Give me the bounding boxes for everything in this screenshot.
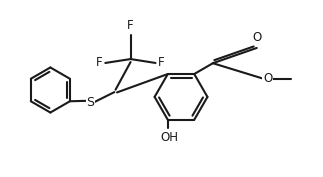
Text: F: F	[158, 56, 164, 69]
Text: F: F	[127, 19, 134, 32]
Text: S: S	[86, 96, 94, 109]
Text: F: F	[96, 56, 103, 69]
Text: O: O	[252, 31, 261, 44]
Text: O: O	[263, 72, 272, 85]
Text: OH: OH	[161, 131, 179, 144]
